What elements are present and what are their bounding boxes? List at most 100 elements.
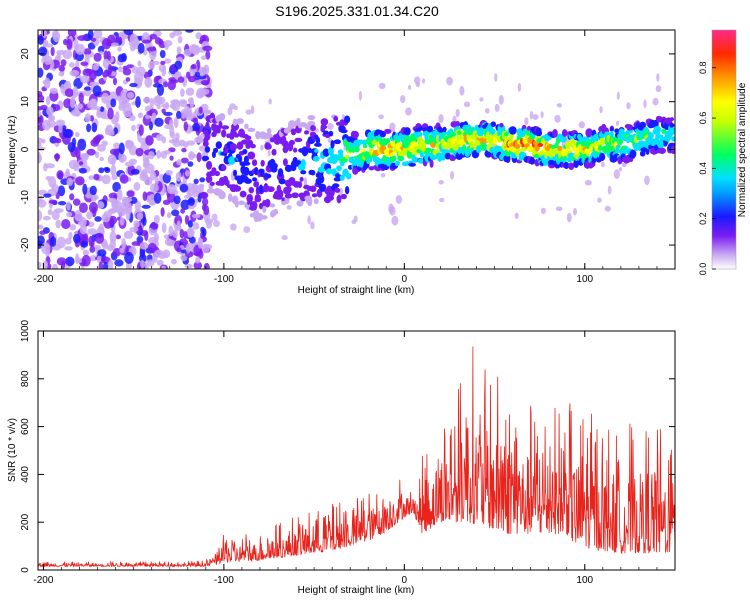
spectrogram-cell	[78, 161, 84, 166]
spectrogram-cell	[251, 201, 258, 210]
spectrogram-cell	[88, 175, 95, 180]
spectrogram-cell	[426, 125, 434, 133]
spectrogram-cell	[183, 231, 188, 239]
spectrogram-cell	[138, 253, 147, 263]
spectrogram-cell	[126, 91, 135, 99]
spectrogram-cell	[327, 195, 334, 201]
spectrogram-cell	[565, 140, 571, 150]
spectrogram-cell	[75, 176, 85, 186]
spectrogram-cell	[66, 38, 73, 50]
spectrogram-cell	[353, 215, 358, 223]
spectrogram-cell	[629, 149, 637, 159]
freq-tick-label: 0	[20, 146, 31, 152]
spectrogram-cell	[540, 111, 544, 119]
spectrogram-cell	[199, 88, 210, 95]
spectrogram-cell	[183, 48, 192, 57]
spectrogram-cell	[43, 77, 51, 89]
spectrogram-cell	[205, 219, 212, 229]
spectrogram-cell	[88, 70, 97, 81]
spectrogram-cell	[140, 259, 145, 269]
spectrogram-cell	[268, 98, 272, 105]
spectrogram-cell	[384, 128, 392, 134]
spectrogram-cell	[187, 161, 194, 167]
spectrogram-cell	[108, 215, 118, 225]
x-tick-label: -100	[214, 274, 234, 285]
spectrogram-cell	[196, 135, 204, 143]
spectrogram-cell	[499, 122, 504, 128]
spectrogram-cell	[73, 233, 81, 244]
spectrogram-cell	[380, 172, 386, 178]
spectrogram-cell	[170, 99, 180, 105]
spectrogram-cell	[175, 171, 182, 182]
spectrogram-cell	[66, 201, 71, 211]
spectrogram-cell	[101, 174, 111, 185]
spectrogram-cell	[146, 47, 157, 52]
spectrogram-cell	[220, 164, 227, 172]
spectrogram-cell	[204, 146, 211, 153]
spectrogram-cell	[52, 263, 59, 269]
spectrogram-cell	[394, 160, 401, 167]
spectrogram-cell	[356, 139, 364, 145]
spectrogram-cell	[176, 247, 182, 252]
spectrogram-cell	[160, 103, 170, 108]
spectrogram-cell	[211, 167, 217, 173]
spectrogram-cell	[60, 59, 67, 67]
spectrogram-cell	[160, 150, 168, 159]
spectrogram-cell	[438, 179, 444, 185]
spectrogram-cell	[115, 234, 122, 240]
x-tick-label: 100	[576, 575, 593, 586]
spectrogram-cell	[585, 128, 593, 138]
spectrogram-cell	[229, 223, 237, 231]
spectrogram-cell	[64, 246, 73, 251]
snr-tick-label: 400	[20, 466, 31, 483]
spectrogram-cell	[148, 60, 155, 70]
spectrogram-cell	[187, 97, 194, 104]
spectrogram-cell	[203, 262, 210, 269]
spectrogram-cell	[391, 215, 399, 226]
spectrogram-cell	[313, 198, 319, 205]
spectrogram-cell	[149, 171, 157, 181]
spectrogram-cell	[137, 112, 144, 119]
spectrogram-cell	[143, 97, 151, 104]
spectrogram-cell	[49, 87, 58, 94]
spectrogram-cell	[616, 91, 620, 101]
spectrogram-cell	[173, 116, 179, 129]
spectrogram-cell	[87, 30, 94, 40]
spectrogram-cell	[79, 216, 87, 228]
spectrogram-cell	[490, 121, 497, 128]
spectrogram-cell	[79, 153, 90, 159]
spectrogram-cell	[185, 243, 191, 254]
spectrogram-cell	[38, 137, 43, 144]
spectrogram-cell	[55, 119, 66, 127]
spectrogram-cell	[227, 107, 233, 116]
spectrogram-cell	[332, 183, 340, 188]
spectrogram-cell	[256, 213, 263, 218]
snr-tick-label: 1000	[20, 319, 31, 342]
spectrogram-cell	[584, 179, 592, 186]
spectrogram-cell	[233, 169, 238, 177]
spectrogram-cell	[391, 155, 397, 162]
spectrogram-cell	[484, 108, 490, 114]
spectrogram-cell	[422, 78, 426, 84]
spectrogram-cell	[289, 121, 295, 129]
spectrogram-cell	[150, 221, 159, 230]
x-tick-label: 0	[402, 575, 408, 586]
spectrogram-cell	[560, 136, 566, 141]
spectrogram-cell	[94, 151, 100, 159]
spectrogram-cell	[528, 158, 536, 165]
snr-tick-label: 200	[20, 513, 31, 530]
spectrogram-cell	[463, 101, 471, 108]
spectrogram-cell	[244, 123, 249, 130]
spectrogram-cell	[176, 110, 182, 120]
spectrogram-cell	[336, 194, 342, 204]
spectrogram-cell	[609, 126, 614, 132]
spectrogram-cell	[311, 193, 318, 198]
spectrogram-cell	[168, 225, 174, 237]
spectrogram-cell	[124, 161, 134, 167]
spectrogram-cell	[150, 183, 159, 193]
spectrogram-cell	[143, 157, 150, 167]
spectrogram-cell	[38, 35, 44, 45]
spectrogram-cell	[243, 166, 250, 176]
colorbar-tick-label: 0.4	[698, 162, 708, 175]
